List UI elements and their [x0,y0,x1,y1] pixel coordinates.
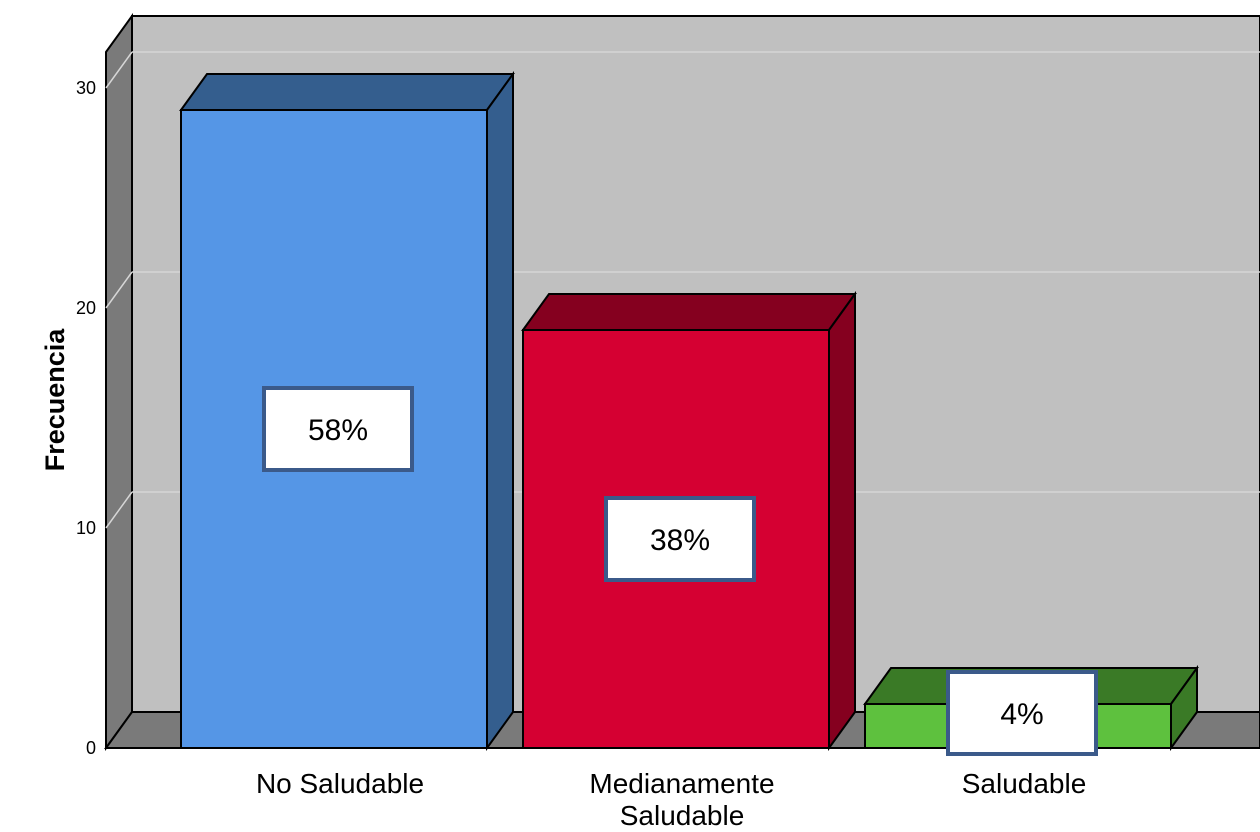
x-category-label: No Saludable [256,768,424,799]
y-tick-label: 20 [76,298,96,318]
x-category-label: Saludable [962,768,1087,799]
data-label: 38% [604,496,756,582]
data-label-box [946,670,1098,756]
y-axis-title: Frecuencia [40,328,70,472]
gridline-side [105,271,133,309]
bar-side [1170,664,1198,752]
y-tick-label: 0 [86,738,96,758]
y-tick-label: 10 [76,518,96,538]
x-category-label: Medianamente [589,768,774,799]
y-tick-label: 30 [76,78,96,98]
x-axis-category-labels: No Saludable MedianamenteSaludableSaludab… [256,768,1086,831]
y-axis-ticks: 0 10 20 30 [76,78,96,758]
data-label: 4% [946,670,1098,756]
data-label-text: 58% [308,414,368,447]
data-label-text: 38% [650,524,710,557]
left-wall [105,12,133,752]
data-labels: 58% 38% 4% [262,386,1098,756]
gridline-side [105,51,133,89]
data-label-text: 4% [1000,698,1043,731]
bar-top [521,293,857,331]
bar-side [486,70,514,752]
bar-top [179,73,515,111]
x-category-label: Saludable [620,800,745,831]
data-label-box [604,496,756,582]
gridline-side [105,491,133,529]
bar-side [828,290,856,752]
data-label: 58% [262,386,414,472]
data-label-box [262,386,414,472]
